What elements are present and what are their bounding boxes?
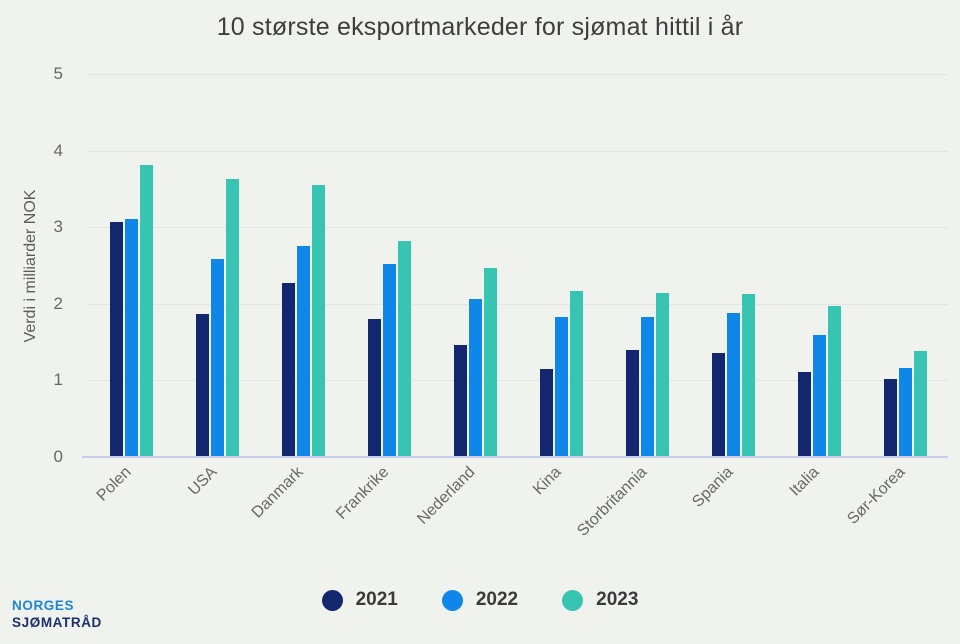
bar-2022-Storbritannia (641, 317, 654, 456)
x-axis-label-Frankrike: Frankrike (333, 463, 393, 523)
bar-2021-Polen (110, 222, 123, 456)
legend-swatch-2022 (441, 589, 463, 611)
x-axis-label-Nederland: Nederland (414, 463, 479, 528)
bar-2022-Spania (727, 312, 740, 456)
logo-line1: NORGES (12, 598, 75, 613)
bar-2021-Kina (540, 368, 553, 456)
norges-sjomatrad-logo: NORGES SJØMATRÅD (12, 597, 102, 631)
bar-2021-Spania (712, 352, 725, 456)
bar-2022-Nederland (469, 299, 482, 456)
bar-2023-Frankrike (398, 240, 411, 456)
x-axis-label-USA: USA (185, 463, 221, 499)
bar-2023-Spania (742, 294, 755, 456)
bar-2023-Danmark (312, 184, 325, 456)
gridline-3 (88, 227, 948, 229)
x-axis-label-Spania: Spania (689, 463, 737, 511)
y-tick-label-0: 0 (53, 447, 63, 466)
bar-2021-Italia (798, 371, 811, 456)
gridline-1 (88, 380, 948, 382)
x-axis-line (82, 456, 948, 458)
legend: 2021 2022 2023 (0, 589, 960, 611)
bar-2023-Italia (828, 305, 841, 456)
y-tick-label-1: 1 (53, 370, 63, 390)
bar-2023-USA (226, 178, 239, 456)
bar-2022-Sør-Korea (899, 367, 912, 456)
y-tick-label-3: 3 (53, 217, 63, 237)
y-tick-label-2: 2 (53, 293, 63, 313)
bar-2021-Nederland (454, 344, 467, 456)
x-axis-label-Sør-Korea: Sør-Korea (844, 463, 909, 528)
bar-2021-Sør-Korea (884, 378, 897, 456)
bar-2022-Kina (555, 317, 568, 456)
bar-2023-Nederland (484, 268, 497, 456)
bar-2023-Kina (570, 291, 583, 456)
bar-2023-Polen (140, 164, 153, 456)
legend-item-2023[interactable]: 2023 (562, 589, 638, 611)
x-axis-labels: Polen USA Danmark Frankrike Nederland Kina Sto… (88, 457, 948, 572)
bar-2022-Danmark (297, 246, 310, 456)
gridline-4 (88, 150, 948, 152)
x-axis-label-Polen: Polen (93, 463, 135, 505)
x-axis-label-Storbritannia: Storbritannia (574, 463, 651, 540)
plot-area (82, 74, 948, 458)
x-axis-label-Italia: Italia (786, 463, 823, 500)
y-axis-tick-labels: 0 1 2 3 4 5 (0, 64, 63, 466)
chart-title: 10 største eksportmarkeder for sjømat hi… (216, 13, 744, 41)
legend-label-2021: 2021 (355, 589, 398, 610)
bar-2022-Frankrike (383, 263, 396, 456)
legend-label-2023: 2023 (596, 589, 639, 610)
legend-swatch-2021 (321, 589, 343, 611)
legend-item-2021[interactable]: 2021 (321, 589, 398, 611)
x-axis-label-Danmark: Danmark (248, 463, 307, 522)
gridline-2 (88, 303, 948, 305)
legend-label-2022: 2022 (475, 589, 519, 610)
bar-2023-Storbritannia (656, 292, 669, 456)
x-axis-label-Kina: Kina (529, 463, 565, 499)
bar-2021-Frankrike (368, 318, 381, 456)
legend-item-2022[interactable]: 2022 (441, 589, 519, 611)
y-tick-label-4: 4 (53, 140, 63, 160)
bar-2023-Sør-Korea (914, 351, 927, 456)
bar-2022-Italia (813, 335, 826, 456)
bar-2022-USA (211, 259, 224, 456)
bar-2021-USA (196, 314, 209, 456)
bar-2022-Polen (125, 218, 138, 456)
legend-swatch-2023 (562, 589, 584, 611)
y-tick-label-5: 5 (53, 64, 63, 83)
logo-line2: SJØMATRÅD (12, 615, 102, 630)
bar-2021-Danmark (282, 282, 295, 456)
bar-2021-Storbritannia (626, 349, 639, 456)
gridline-5 (88, 74, 948, 75)
